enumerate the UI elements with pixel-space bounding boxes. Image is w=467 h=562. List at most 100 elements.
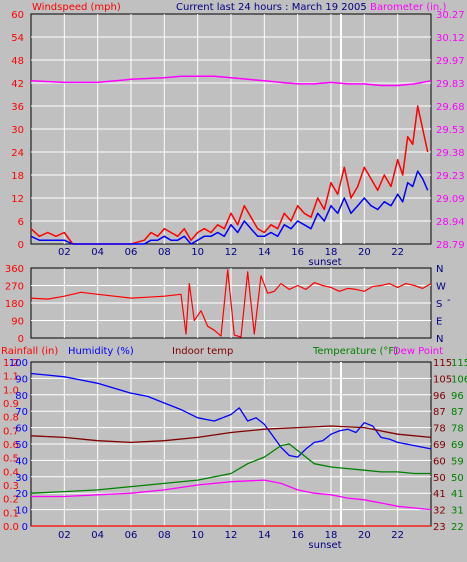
- temp-tick-a-32: 32: [433, 506, 446, 517]
- temp-tick-a-69: 69: [433, 440, 446, 451]
- temp-x-tick-02: 02: [58, 530, 71, 541]
- wind-x-tick-14: 14: [258, 247, 271, 258]
- temp-x-tick-18: 18: [325, 530, 338, 541]
- wind-x-tick-18: 18: [325, 247, 338, 258]
- rain-tick-3: 0.3: [3, 481, 19, 492]
- temp-title-temperature: Temperature (°F): [312, 346, 398, 357]
- direction-compass-4: N: [436, 264, 443, 275]
- wind-lines: [30, 75, 432, 245]
- temp-title-rain: Rainfall (in): [1, 346, 58, 357]
- temp-tick-b-22: 22: [451, 522, 464, 533]
- wind-x-tick-04: 04: [91, 247, 104, 258]
- rain-tick-labels: 0.0 0.1 0.2 0.3 0.4 0.5 0.6 0.7 0.8 0.9 1.0 1.1 1.2: [3, 358, 19, 533]
- humidity-tick-20: 20: [15, 489, 28, 500]
- temp-tick-a-115: 115: [433, 358, 452, 369]
- temp-tick-b-115: 115: [451, 358, 467, 369]
- wind-left-tick-60: 60: [11, 10, 24, 21]
- series-direction: [30, 269, 432, 338]
- direction-left-tick-90: 90: [11, 317, 24, 328]
- wind-x-tick-labels: 02 04 06 08 10 12 14 16 18 20 22: [58, 247, 404, 258]
- wind-left-tick-36: 36: [11, 102, 24, 113]
- temp-x-tick-14: 14: [258, 530, 271, 541]
- rain-tick-10: 1.0: [3, 385, 19, 396]
- series-humidity: [30, 372, 432, 458]
- rain-tick-8: 0.8: [3, 413, 19, 424]
- temp-tick-a-23: 23: [433, 522, 446, 533]
- rain-tick-2: 0.2: [3, 495, 19, 506]
- wind-right-tick-7: 29.83: [436, 79, 465, 90]
- direction-left-tick-360: 360: [5, 264, 24, 275]
- temperature-tick-labels-a: 23 32 41 50 60 69 78 87 96 105 115: [433, 358, 452, 533]
- humidity-tick-10: 10: [15, 506, 28, 517]
- humidity-tick-70: 70: [15, 407, 28, 418]
- temp-tick-b-87: 87: [451, 407, 464, 418]
- temp-x-tick-12: 12: [225, 530, 238, 541]
- wind-right-tick-0: 28.79: [436, 240, 465, 251]
- wind-left-tick-24: 24: [11, 148, 24, 159]
- temp-tick-b-59: 59: [451, 456, 464, 467]
- temp-tick-b-106: 106: [451, 374, 467, 385]
- wind-x-tick-08: 08: [158, 247, 171, 258]
- wind-right-tick-3: 29.23: [436, 171, 465, 182]
- wind-title-center: Current last 24 hours : March 19 2005: [176, 2, 367, 13]
- direction-compass-1: E: [436, 317, 442, 328]
- temp-lines: [30, 372, 432, 527]
- series-wind_avg: [30, 170, 429, 245]
- temp-x-tick-labels: 02 04 06 08 10 12 14 16 18 20 22: [58, 530, 404, 541]
- direction-compass-3: W: [436, 282, 446, 293]
- rain-tick-7: 0.7: [3, 426, 19, 437]
- wind-left-tick-labels: 0 6 12 18 24 30 36 42 48 54 60: [11, 10, 24, 251]
- temp-tick-a-96: 96: [433, 391, 446, 402]
- rain-tick-9: 0.9: [3, 399, 19, 410]
- wind-left-tick-12: 12: [11, 194, 24, 205]
- wind-left-tick-30: 30: [11, 125, 24, 136]
- humidity-tick-0: 0: [22, 522, 28, 533]
- wind-right-tick-2: 29.09: [436, 194, 465, 205]
- wind-x-tick-06: 06: [125, 247, 138, 258]
- temp-tick-b-78: 78: [451, 424, 464, 435]
- wind-x-tick-12: 12: [225, 247, 238, 258]
- wind-x-tick-02: 02: [58, 247, 71, 258]
- humidity-tick-100: 100: [9, 358, 28, 369]
- temp-tick-a-41: 41: [433, 489, 446, 500]
- wind-x-tick-22: 22: [391, 247, 404, 258]
- series-temperature: [30, 443, 431, 494]
- wind-x-tick-20: 20: [358, 247, 371, 258]
- rain-tick-5: 0.5: [3, 454, 19, 465]
- direction-left-tick-0: 0: [18, 334, 24, 345]
- wind-right-tick-labels: 28.79 28.94 29.09 29.23 29.38 29.53 29.68 29.83…: [436, 10, 465, 251]
- temp-title-indoor: Indoor temp: [172, 346, 233, 357]
- series-indoor: [30, 425, 432, 444]
- temp-title-dewpoint: Dew Point: [393, 346, 443, 357]
- wind-left-tick-54: 54: [11, 33, 24, 44]
- temp-tick-b-50: 50: [451, 473, 464, 484]
- temp-sunset-label: sunset: [308, 540, 341, 551]
- temp-title-humidity: Humidity (%): [68, 346, 134, 357]
- temperature-tick-labels-b: 22 31 41 50 59 69 78 87 96 106 115: [451, 358, 467, 533]
- humidity-tick-60: 60: [15, 424, 28, 435]
- wind-title-right: Barometer (in.): [370, 2, 446, 13]
- temp-tick-b-41: 41: [451, 489, 464, 500]
- direction-compass-2: S: [436, 299, 442, 310]
- rain-tick-6: 0.6: [3, 440, 19, 451]
- wind-x-tick-16: 16: [291, 247, 304, 258]
- temp-tick-a-60: 60: [433, 456, 446, 467]
- wind-x-tick-10: 10: [191, 247, 204, 258]
- direction-compass-0: N: [436, 334, 443, 345]
- temp-x-tick-20: 20: [358, 530, 371, 541]
- wind-left-tick-18: 18: [11, 171, 24, 182]
- wind-right-tick-10: 30.27: [436, 10, 465, 21]
- temp-grid: [31, 362, 431, 526]
- humidity-tick-80: 80: [15, 391, 28, 402]
- direction-dash-label: -: [447, 295, 451, 306]
- humidity-tick-labels: 0 10 20 30 40 50 60 70 80 90 100: [9, 358, 28, 533]
- temp-tick-a-78: 78: [433, 424, 446, 435]
- direction-lines: [30, 269, 432, 338]
- wind-right-tick-5: 29.53: [436, 125, 465, 136]
- temp-tick-b-31: 31: [451, 506, 464, 517]
- wind-left-tick-0: 0: [18, 240, 24, 251]
- temp-x-tick-08: 08: [158, 530, 171, 541]
- humidity-tick-50: 50: [15, 440, 28, 451]
- humidity-tick-30: 30: [15, 473, 28, 484]
- wind-title-left: Windspeed (mph): [32, 2, 121, 13]
